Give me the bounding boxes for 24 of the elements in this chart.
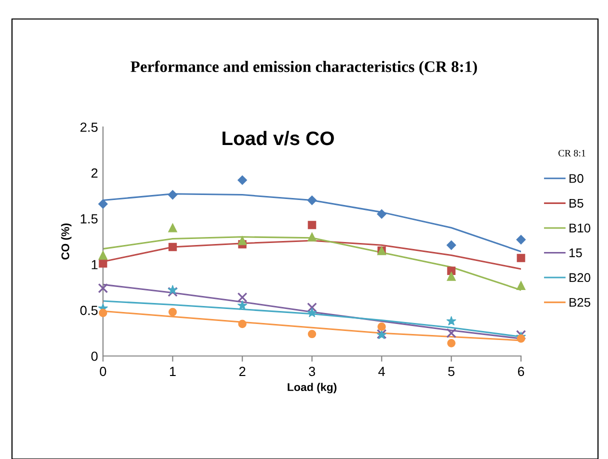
- legend-label: B10: [570, 224, 590, 232]
- legend-label: B0: [570, 174, 584, 183]
- y-tick-label: 2.5: [80, 122, 98, 132]
- legend-label: B20: [570, 273, 590, 282]
- y-tick-label: 1: [92, 260, 98, 270]
- x-tick-label: 3: [308, 366, 316, 376]
- chart-subtitle: Load v/s CO: [222, 130, 334, 146]
- y-tick-label: 0: [91, 352, 98, 361]
- x-tick-label: 2: [239, 366, 246, 376]
- legend-label: B5: [570, 198, 584, 208]
- y-axis-title: CO (%): [61, 224, 72, 260]
- y-tick-label: 2: [91, 168, 98, 178]
- legend-label: 15: [569, 248, 582, 258]
- x-tick-label: 6: [518, 366, 524, 376]
- x-axis-title: Load (kg): [288, 382, 336, 394]
- x-tick-label: 0: [100, 366, 106, 376]
- text: CR 8:1: [558, 150, 586, 156]
- y-tick-label: 1.5: [80, 214, 98, 224]
- x-tick-label: 5: [448, 366, 454, 376]
- x-tick-label: 1: [170, 366, 176, 376]
- x-tick-label: 4: [378, 366, 385, 376]
- legend-label: B25: [570, 298, 590, 307]
- y-tick-label: 0.5: [80, 306, 98, 316]
- chart-title: Performance and emission characteristics (CR 8:1): [130, 60, 477, 76]
